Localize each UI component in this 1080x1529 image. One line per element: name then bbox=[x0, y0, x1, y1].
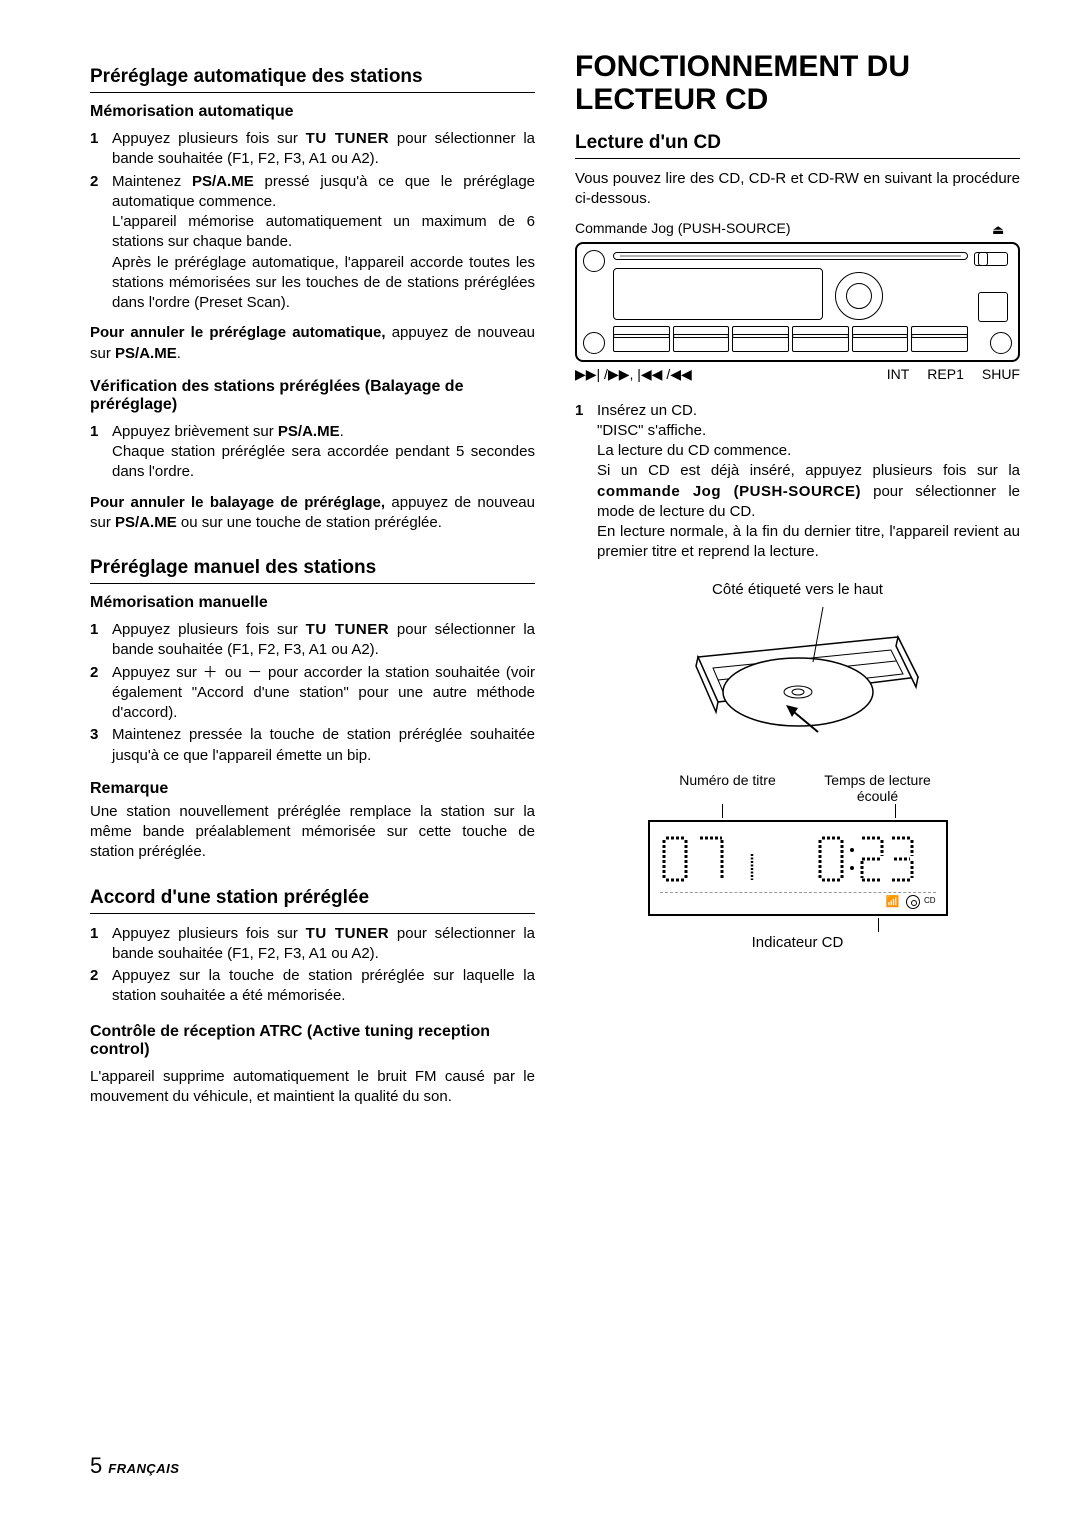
right-column: FONCTIONNEMENT DU LECTEUR CD Lecture d'u… bbox=[575, 50, 1020, 1117]
lcd-time bbox=[816, 834, 936, 888]
cd-insert-svg bbox=[668, 602, 928, 752]
sub-title-auto-memo: Mémorisation automatique bbox=[90, 103, 535, 121]
section-title-manual-preset: Préréglage manuel des stations bbox=[90, 557, 535, 584]
play-cd-intro: Vous pouvez lire des CD, CD-R et CD-RW e… bbox=[575, 169, 1020, 210]
preset-scan-steps: 1 Appuyez brièvement sur PS/A.ME. Chaque… bbox=[90, 422, 535, 483]
antenna-icon: 📶 bbox=[886, 895, 900, 908]
main-title: FONCTIONNEMENT DU LECTEUR CD bbox=[575, 50, 1020, 116]
note-text: Une station nouvellement préréglée rempl… bbox=[90, 802, 535, 863]
atrc-text: L'appareil supprime automatiquement le b… bbox=[90, 1067, 535, 1108]
lcd-cd-indicator-label: Indicateur CD bbox=[575, 934, 1020, 951]
lcd-track-number bbox=[660, 834, 730, 888]
sub-title-preset-scan: Vérification des stations préréglées (Ba… bbox=[90, 378, 535, 414]
shuf-label: SHUF bbox=[982, 366, 1020, 383]
page-language: FRANÇAIS bbox=[108, 1461, 179, 1476]
disc-icon bbox=[906, 895, 920, 909]
page-number: 5 bbox=[90, 1453, 102, 1479]
lcd-leader-lines bbox=[575, 804, 1020, 820]
tune-preset-steps: 1Appuyez plusieurs fois sur TU TUNER pou… bbox=[90, 924, 535, 1007]
left-column: Préréglage automatique des stations Mémo… bbox=[90, 50, 535, 1117]
eject-icon: ⏏ bbox=[992, 222, 1004, 238]
transport-icons: ▶▶| /▶▶, |◀◀ /◀◀ bbox=[575, 366, 887, 383]
lcd-time-label: Temps de lecture écoulé bbox=[823, 772, 933, 804]
lcd-sub-number bbox=[740, 852, 760, 886]
device-bottom-labels: ▶▶| /▶▶, |◀◀ /◀◀ INT REP1 SHUF bbox=[575, 366, 1020, 383]
cd-text-icon: CD bbox=[924, 896, 936, 905]
sub-title-atrc: Contrôle de réception ATRC (Active tunin… bbox=[90, 1023, 535, 1059]
note-heading: Remarque bbox=[90, 780, 535, 798]
lcd-track-label: Numéro de titre bbox=[663, 772, 793, 804]
cd-label-top: Côté étiqueté vers le haut bbox=[575, 581, 1020, 598]
int-label: INT bbox=[887, 366, 910, 383]
sub-title-manual-memo: Mémorisation manuelle bbox=[90, 594, 535, 612]
preset-scan-cancel: Pour annuler le balayage de préréglage, … bbox=[90, 493, 535, 534]
manual-memo-steps: 1Appuyez plusieurs fois sur TU TUNER pou… bbox=[90, 620, 535, 766]
page-footer: 5 FRANÇAIS bbox=[90, 1453, 179, 1479]
rep-label: REP1 bbox=[927, 366, 964, 383]
cd-insert-diagram: Côté étiqueté vers le haut bbox=[575, 581, 1020, 752]
auto-memo-steps: 1Appuyez plusieurs fois sur TU TUNER pou… bbox=[90, 129, 535, 313]
lcd-display: 📶 CD bbox=[648, 820, 948, 916]
play-cd-steps: 1 Insérez un CD. "DISC" s'affiche. La le… bbox=[575, 401, 1020, 563]
section-title-auto-preset: Préréglage automatique des stations bbox=[90, 66, 535, 93]
car-stereo-diagram: ⏏ ▶▶| /▶▶, |◀◀ /◀◀ INT REP1 SHUF bbox=[575, 242, 1020, 383]
device-label-row: Commande Jog (PUSH-SOURCE) bbox=[575, 220, 1020, 236]
section-title-tune-preset: Accord d'une station préréglée bbox=[90, 887, 535, 914]
lcd-top-labels: Numéro de titre Temps de lecture écoulé bbox=[575, 772, 1020, 804]
section-title-play-cd: Lecture d'un CD bbox=[575, 132, 1020, 159]
jog-label: Commande Jog (PUSH-SOURCE) bbox=[575, 220, 1020, 236]
auto-cancel-note: Pour annuler le préréglage automatique, … bbox=[90, 323, 535, 364]
